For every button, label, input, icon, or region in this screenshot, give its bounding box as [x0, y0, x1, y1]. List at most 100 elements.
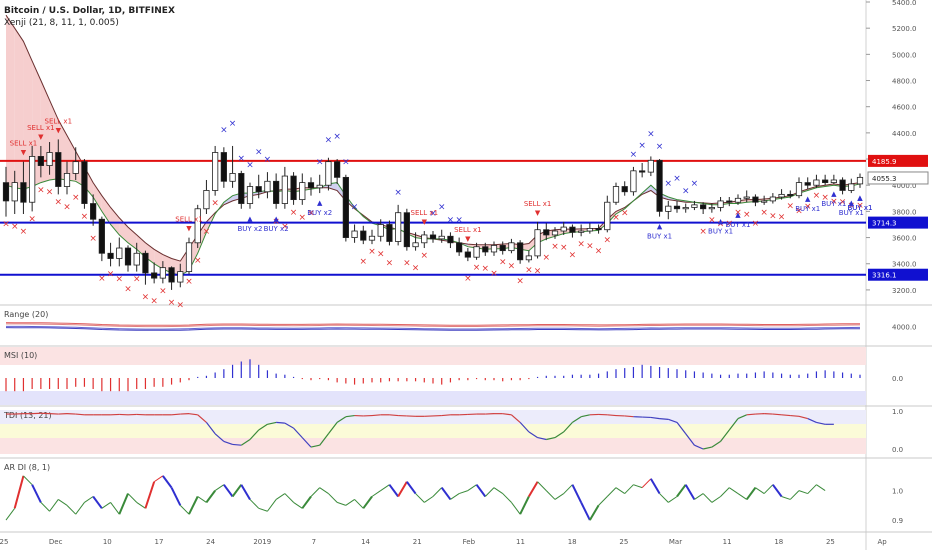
tdi-tick-label: 0.0	[892, 446, 903, 454]
stop-marker: ×	[37, 185, 45, 195]
buy-arrow-icon: ▲	[317, 199, 323, 207]
tdi-line-segment	[625, 416, 634, 417]
stop-marker: ×	[81, 212, 89, 222]
candle-up	[831, 180, 836, 183]
stop-marker: ×	[473, 263, 481, 273]
ma-cloud	[15, 28, 24, 189]
time-tick-label: 25	[826, 538, 835, 546]
buy-signal-label: BUY x2	[307, 209, 332, 217]
candle-up	[282, 176, 287, 203]
tdi-line-segment	[76, 414, 85, 415]
stop-marker: ×	[682, 187, 690, 197]
time-tick-label: Ap	[877, 538, 887, 546]
candle-down	[570, 227, 575, 232]
stop-marker: ×	[577, 239, 585, 249]
level-label: 4185.9	[872, 158, 897, 166]
candle-up	[692, 205, 697, 208]
candle-up	[230, 173, 235, 181]
stop-marker: ×	[89, 234, 97, 244]
tdi-tick-label: 1.0	[892, 408, 903, 416]
stop-marker: ×	[673, 174, 681, 184]
price-tick-label: 3400.0	[892, 261, 917, 269]
buy-signal-label: BUY x2	[264, 225, 289, 233]
buy-signal-label: BUY x1	[725, 221, 750, 229]
stop-marker: ×	[177, 300, 185, 310]
stop-marker: ×	[368, 247, 376, 257]
stop-marker: ×	[769, 212, 777, 222]
time-tick-label: 24	[206, 538, 215, 546]
candle-down	[273, 181, 278, 203]
candle-up	[709, 207, 714, 208]
stop-marker: ×	[394, 188, 402, 198]
stop-marker: ×	[438, 203, 446, 213]
candle-up	[117, 248, 122, 258]
stop-marker: ×	[525, 265, 533, 275]
stop-marker: ×	[107, 269, 115, 279]
candle-up	[326, 162, 331, 186]
stop-marker: ×	[604, 235, 612, 245]
buy-signal-label: BUY x1	[821, 200, 846, 208]
stop-marker: ×	[211, 199, 219, 209]
stop-marker: ×	[787, 201, 795, 211]
stop-marker: ×	[490, 269, 498, 279]
candle-up	[186, 243, 191, 272]
candle-down	[822, 180, 827, 183]
candle-up	[204, 190, 209, 208]
candle-down	[169, 268, 174, 282]
candle-up	[526, 256, 531, 260]
buy-arrow-icon: ▲	[735, 211, 741, 219]
candle-down	[361, 231, 366, 240]
candle-up	[857, 177, 862, 184]
sell-arrow-icon: ▼	[21, 149, 27, 157]
stop-marker: ×	[551, 242, 559, 252]
ardi-tick-label: 0.9	[892, 517, 903, 525]
tdi-line-segment	[172, 414, 181, 415]
time-tick-label: Feb	[463, 538, 476, 546]
tdi-line-segment	[790, 416, 799, 417]
stop-marker: ×	[647, 129, 655, 139]
last-price-label: 4055.3	[872, 175, 897, 183]
buy-arrow-icon: ▲	[831, 190, 837, 198]
stop-marker: ×	[116, 274, 124, 284]
candle-down	[82, 162, 87, 204]
stop-marker: ×	[194, 256, 202, 266]
candle-up	[631, 171, 636, 192]
stop-marker: ×	[508, 261, 516, 271]
stop-marker: ×	[150, 296, 158, 306]
stop-marker: ×	[595, 247, 603, 257]
stop-marker: ×	[760, 208, 768, 218]
buy-arrow-icon: ▲	[273, 215, 279, 223]
buy-arrow-icon: ▲	[247, 215, 253, 223]
sell-arrow-icon: ▼	[465, 235, 471, 243]
stop-marker: ×	[133, 275, 141, 285]
time-tick-label: 2019	[253, 538, 271, 546]
price-tick-label: 3600.0	[892, 235, 917, 243]
tdi-mid-zone	[0, 424, 866, 438]
stop-marker: ×	[630, 150, 638, 160]
time-tick-label: 11	[723, 538, 732, 546]
candle-down	[99, 219, 104, 253]
ardi-title: AR DI (8, 1)	[4, 463, 50, 472]
stop-marker: ×	[778, 213, 786, 223]
candle-up	[779, 194, 784, 197]
stop-marker: ×	[586, 242, 594, 252]
time-tick-label: 25	[0, 538, 8, 546]
tdi-line-segment	[442, 415, 451, 416]
tdi-line-segment	[747, 414, 756, 415]
tdi-line-segment	[773, 414, 782, 415]
buy-signal-label: BUY x1	[647, 233, 672, 241]
candle-up	[744, 197, 749, 198]
stop-marker: ×	[543, 253, 551, 263]
candle-up	[718, 201, 723, 208]
candle-up	[648, 160, 653, 172]
candle-down	[38, 156, 43, 165]
candle-up	[587, 228, 592, 231]
tdi-line-segment	[233, 444, 242, 445]
candle-down	[56, 153, 61, 187]
stop-marker: ×	[246, 161, 254, 171]
candle-down	[21, 183, 26, 203]
candle-up	[770, 197, 775, 201]
buy-arrow-icon: ▲	[805, 195, 811, 203]
